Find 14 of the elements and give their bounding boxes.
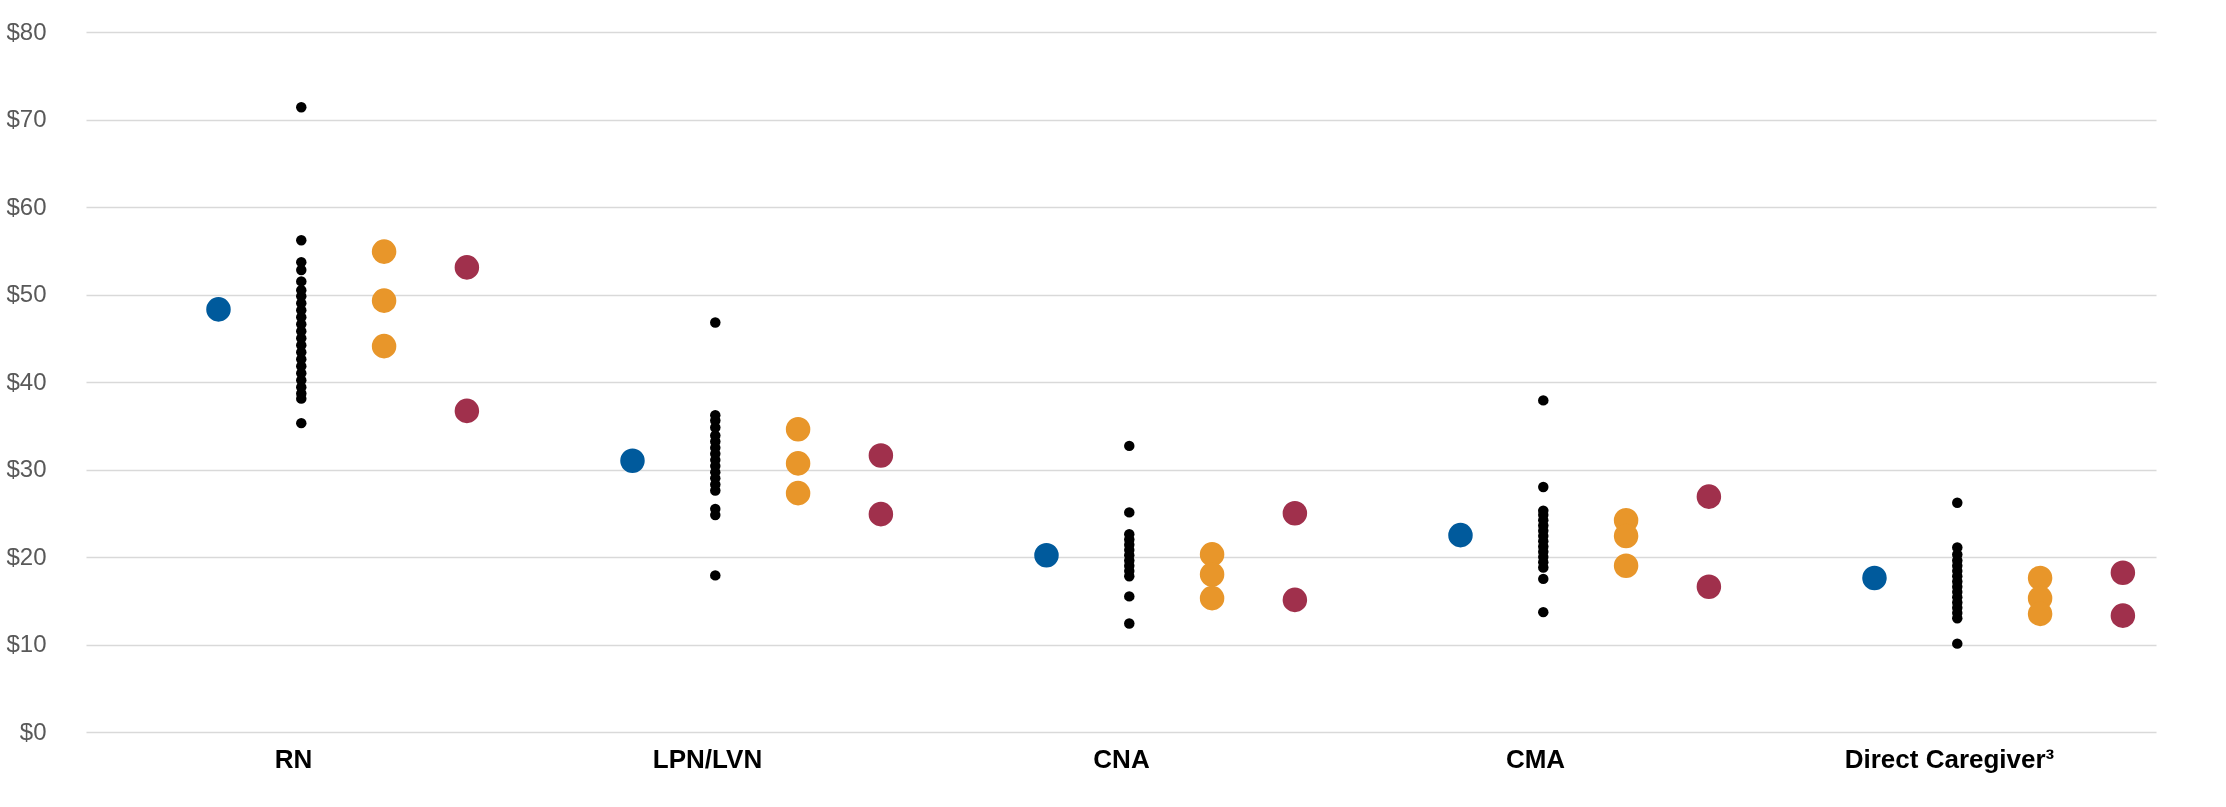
x-tick-label: Direct Caregiver³ [1844,743,2055,774]
x-tick-label: CMA [1505,743,1566,774]
x-tick-label: LPN/LVN [652,743,763,774]
y-tick-label: $50 [6,280,47,307]
y-tick-label: $10 [6,630,47,657]
x-tick-label: RN [274,743,313,774]
y-tick-label: $70 [6,105,47,132]
y-tick-label: $40 [6,367,47,395]
y-tick-label: $60 [6,192,47,220]
y-tick-label: $20 [6,542,47,570]
y-tick-label: $0 [19,717,47,745]
y-tick-label: $80 [6,17,47,45]
x-tick-label: CNA [1093,743,1150,774]
y-tick-label: $30 [6,455,47,482]
